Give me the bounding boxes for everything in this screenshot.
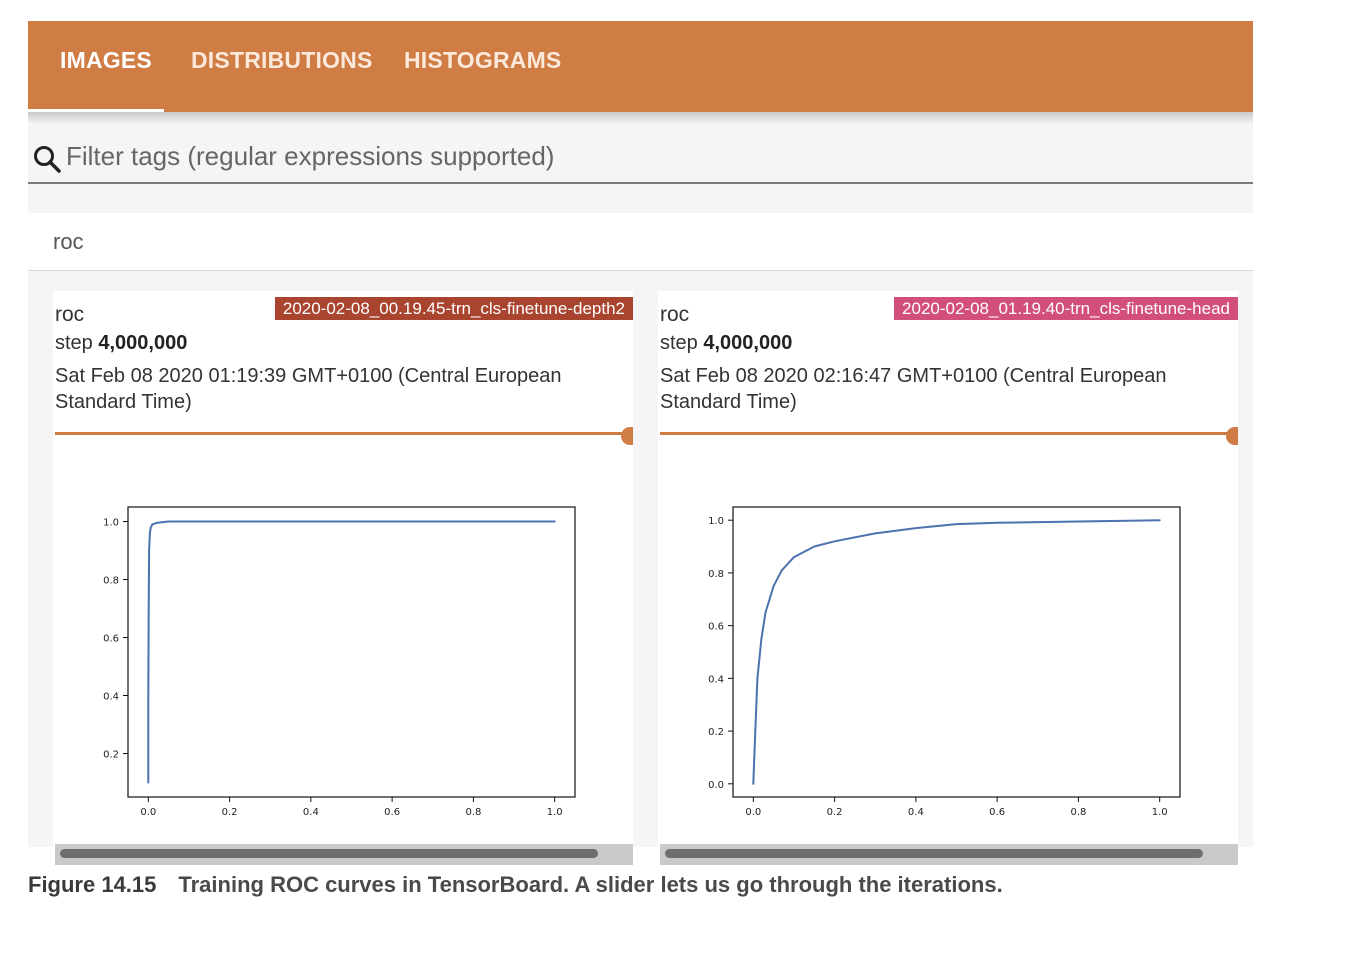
y-tick-label: 0.8 (708, 569, 724, 580)
roc-chart: 0.0 0.2 0.4 0.6 0.8 1.0 0.0 0.2 0.4 0.6 0.8 1.0 (708, 506, 1181, 818)
x-tick-label: 0.8 (465, 807, 481, 818)
x-tick-label: 0.0 (745, 807, 761, 818)
card-title: roc (660, 303, 690, 326)
x-tick-label: 0.6 (384, 807, 400, 818)
step-slider[interactable] (55, 427, 633, 445)
timestamp: Sat Feb 08 2020 01:19:39 GMT+0100 (Centr… (55, 365, 562, 413)
tag-group-header[interactable]: roc (28, 213, 1253, 271)
figure-number: Figure 14.15 (28, 872, 157, 897)
image-card: roc 2020-02-08_01.19.40-trn_cls-finetune… (658, 291, 1238, 865)
y-tick-label: 0.8 (103, 576, 119, 587)
x-tick-label: 0.4 (908, 807, 924, 818)
x-tick-label: 0.2 (827, 807, 843, 818)
tag-group-title: roc (53, 229, 84, 254)
x-tick-label: 0.0 (140, 807, 156, 818)
tab-bar: IMAGES DISTRIBUTIONS HISTOGRAMS (28, 21, 1253, 112)
tabbar-shadow (28, 112, 1253, 124)
caption-text: Training ROC curves in TensorBoard. A sl… (178, 872, 1003, 897)
roc-curve (147, 520, 556, 784)
step-label: step (55, 332, 93, 354)
y-tick-label: 0.6 (708, 622, 724, 633)
x-tick-label: 0.4 (303, 807, 319, 818)
y-tick-label: 0.0 (708, 780, 724, 791)
y-tick-label: 0.2 (708, 727, 724, 738)
y-tick-label: 0.6 (103, 634, 119, 645)
horizontal-scrollbar[interactable] (660, 844, 1238, 865)
search-icon (34, 146, 61, 173)
step-value: 4,000,000 (703, 332, 793, 354)
card-title: roc (55, 303, 85, 326)
slider-thumb[interactable] (1226, 427, 1238, 445)
x-tick-label: 1.0 (1152, 807, 1168, 818)
y-tick-label: 1.0 (103, 518, 119, 529)
step-slider[interactable] (660, 427, 1238, 445)
tensorboard-app: IMAGES DISTRIBUTIONS HISTOGRAMS roc roc … (28, 21, 1253, 865)
timestamp: Sat Feb 08 2020 02:16:47 GMT+0100 (Centr… (660, 365, 1167, 413)
y-tick-label: 0.4 (708, 674, 724, 685)
run-name-badge: 2020-02-08_00.19.45-trn_cls-finetune-dep… (274, 297, 633, 320)
active-tab-indicator (28, 109, 164, 112)
roc-plot: 0.0 0.2 0.4 0.6 0.8 1.0 0.0 0.2 0.4 0.6 0.8 1.0 (658, 479, 1238, 819)
slider-track (660, 432, 1232, 435)
x-tick-label: 1.0 (547, 807, 563, 818)
x-tick-label: 0.2 (222, 807, 238, 818)
image-card: roc 2020-02-08_00.19.45-trn_cls-finetune… (53, 291, 633, 865)
y-tick-label: 0.2 (103, 750, 119, 761)
scrollbar-thumb[interactable] (665, 849, 1203, 858)
tab-images[interactable]: IMAGES (60, 47, 152, 73)
y-tick-label: 0.4 (103, 692, 119, 703)
y-tick-label: 1.0 (708, 516, 724, 527)
axes-frame (732, 506, 1181, 798)
step-info: step 4,000,000 (55, 332, 187, 355)
slider-thumb[interactable] (621, 427, 633, 445)
scrollbar-thumb[interactable] (60, 849, 598, 858)
filter-bar (28, 126, 1253, 184)
roc-plot: 0.0 0.2 0.4 0.6 0.8 1.0 0.2 0.4 0.6 0.8 1.0 (53, 479, 633, 819)
roc-curve (752, 519, 1161, 785)
step-info: step 4,000,000 (660, 332, 792, 355)
tab-histograms[interactable]: HISTOGRAMS (404, 47, 562, 73)
step-label: step (660, 332, 698, 354)
run-name-badge: 2020-02-08_01.19.40-trn_cls-finetune-hea… (894, 297, 1238, 320)
roc-chart: 0.0 0.2 0.4 0.6 0.8 1.0 0.2 0.4 0.6 0.8 1.0 (103, 506, 576, 818)
slider-track (55, 432, 627, 435)
step-value: 4,000,000 (98, 332, 188, 354)
x-tick-label: 0.6 (989, 807, 1005, 818)
x-tick-label: 0.8 (1070, 807, 1086, 818)
horizontal-scrollbar[interactable] (55, 844, 633, 865)
filter-tags-input[interactable] (66, 138, 1216, 174)
figure-caption: Figure 14.15 Training ROC curves in Tenso… (28, 872, 1003, 898)
tab-distributions[interactable]: DISTRIBUTIONS (191, 47, 373, 73)
axes-frame (127, 506, 576, 798)
